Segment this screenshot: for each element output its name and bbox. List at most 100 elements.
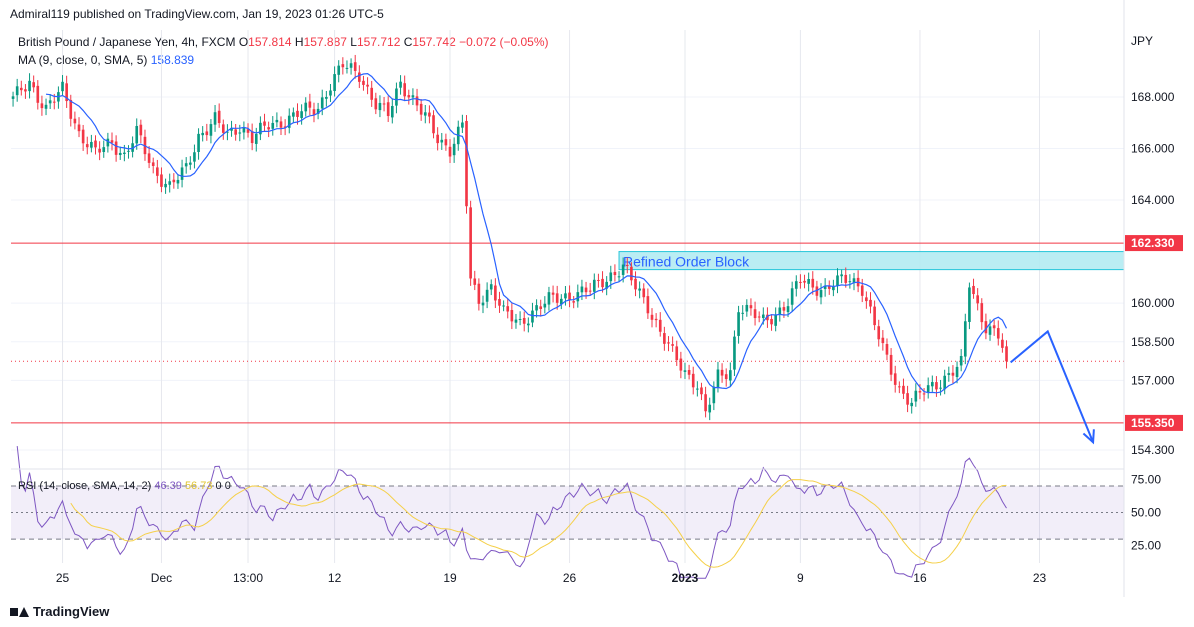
low-label: L — [350, 35, 357, 49]
candle-body — [807, 278, 810, 284]
candle-body — [803, 280, 806, 283]
candle-body — [984, 321, 988, 334]
rsi-level-lines — [11, 485, 1124, 540]
time-tick-label: 19 — [443, 571, 457, 585]
candle-body — [52, 101, 56, 103]
candle-body — [968, 287, 971, 322]
candle-body — [156, 167, 159, 176]
price-tick-label: 166.000 — [1131, 142, 1175, 156]
candle-body — [452, 143, 456, 156]
projection-arrow[interactable] — [1009, 329, 1095, 445]
candle-body — [172, 179, 176, 183]
ma-line — [45, 72, 1008, 394]
candle-body — [852, 278, 856, 283]
candle-body — [840, 274, 843, 277]
candle-body — [246, 129, 250, 133]
candle-body — [300, 111, 303, 119]
candle-body — [580, 286, 584, 293]
open-label: O — [238, 35, 249, 49]
level-tag-label: 155.350 — [1131, 416, 1175, 430]
candle-body — [720, 369, 724, 376]
projection-arrowhead — [1082, 429, 1095, 445]
candle-body — [638, 288, 641, 291]
rsi-legend: RSI (14, close, SMA, 14, 2) 46.39 56.73 … — [18, 480, 231, 492]
candle-body — [494, 285, 497, 301]
candle-body — [922, 393, 926, 395]
candle-body — [123, 152, 126, 154]
brand-name: TradingView — [33, 604, 110, 619]
candle-body — [19, 87, 23, 91]
candle-body — [481, 302, 485, 306]
rsi-tick-label: 75.00 — [1131, 472, 1161, 486]
candle-body — [860, 285, 864, 296]
candle-body — [61, 81, 64, 92]
candle-body — [477, 283, 481, 304]
candle-body — [283, 126, 287, 128]
horizontal-levels[interactable] — [11, 242, 1124, 424]
candle-body — [939, 387, 942, 389]
candle-body — [502, 305, 505, 307]
candle-body — [510, 310, 514, 322]
candle-body — [733, 336, 736, 370]
candle-body — [411, 95, 415, 98]
candle-body — [36, 85, 40, 103]
candle-body — [625, 264, 629, 267]
candle-body — [766, 314, 769, 321]
candle-body — [65, 83, 68, 102]
candle-body — [815, 286, 819, 296]
candle-body — [358, 72, 361, 82]
candle-body — [465, 120, 468, 207]
candle-body — [741, 312, 745, 314]
rsi-label[interactable]: RSI (14, close, SMA, 14, 2) — [18, 480, 152, 492]
price-axis[interactable]: 168.000 166.000 164.000 160.000 158.500 157.0… — [1131, 90, 1175, 457]
candle-body — [663, 333, 666, 344]
candle-body — [139, 124, 143, 136]
candle-body — [761, 314, 765, 318]
candle-body — [687, 370, 691, 375]
candle-body — [102, 147, 106, 153]
candle-body — [790, 288, 794, 305]
candle-body — [230, 127, 233, 131]
candle-body — [902, 385, 905, 394]
rsi-ma-value: 56.73 — [184, 480, 213, 492]
candle-body — [832, 286, 835, 291]
candle-body — [341, 64, 345, 68]
candle-body — [617, 276, 621, 278]
candle-body — [366, 84, 369, 87]
projection-path — [1009, 329, 1095, 443]
price-tick-label: 164.000 — [1131, 193, 1175, 207]
candle-body — [151, 162, 155, 166]
time-axis[interactable]: 25 Dec 13:00 12 19 26 2023 9 16 23 — [56, 571, 1047, 585]
candle-body — [263, 121, 266, 126]
ma-label[interactable]: MA (9, close, 0, SMA, 5) — [18, 53, 148, 67]
candle-body — [94, 140, 97, 148]
candle-body — [889, 354, 893, 375]
candle-body — [419, 103, 423, 115]
candle-body — [209, 124, 213, 136]
candle-body — [753, 309, 757, 319]
candle-body — [757, 316, 761, 318]
candle-body — [267, 127, 270, 130]
candle-body — [547, 292, 551, 305]
time-tick-label: 25 — [56, 571, 70, 585]
candle-body — [489, 284, 493, 290]
symbol-legend: British Pound / Japanese Yen, 4h, FXCM O… — [18, 35, 549, 49]
open-value: 157.814 — [248, 35, 292, 49]
candle-body — [613, 271, 617, 276]
candle-body — [527, 323, 530, 326]
symbol-title[interactable]: British Pound / Japanese Yen, 4h, FXCM — [18, 35, 236, 49]
time-tick-label: 2023 — [672, 571, 699, 585]
time-tick-label: 9 — [797, 571, 804, 585]
candle-body — [292, 112, 295, 117]
candle-body — [259, 122, 262, 135]
candle-body — [184, 163, 188, 167]
time-tick-label: 16 — [913, 571, 927, 585]
candle-body — [844, 274, 848, 283]
level-tag-label: 162.330 — [1131, 236, 1175, 250]
candle-body — [205, 131, 209, 136]
candle-body — [164, 183, 167, 188]
candle-body — [77, 124, 81, 132]
candle-body — [634, 278, 637, 290]
high-value: 157.887 — [303, 35, 347, 49]
